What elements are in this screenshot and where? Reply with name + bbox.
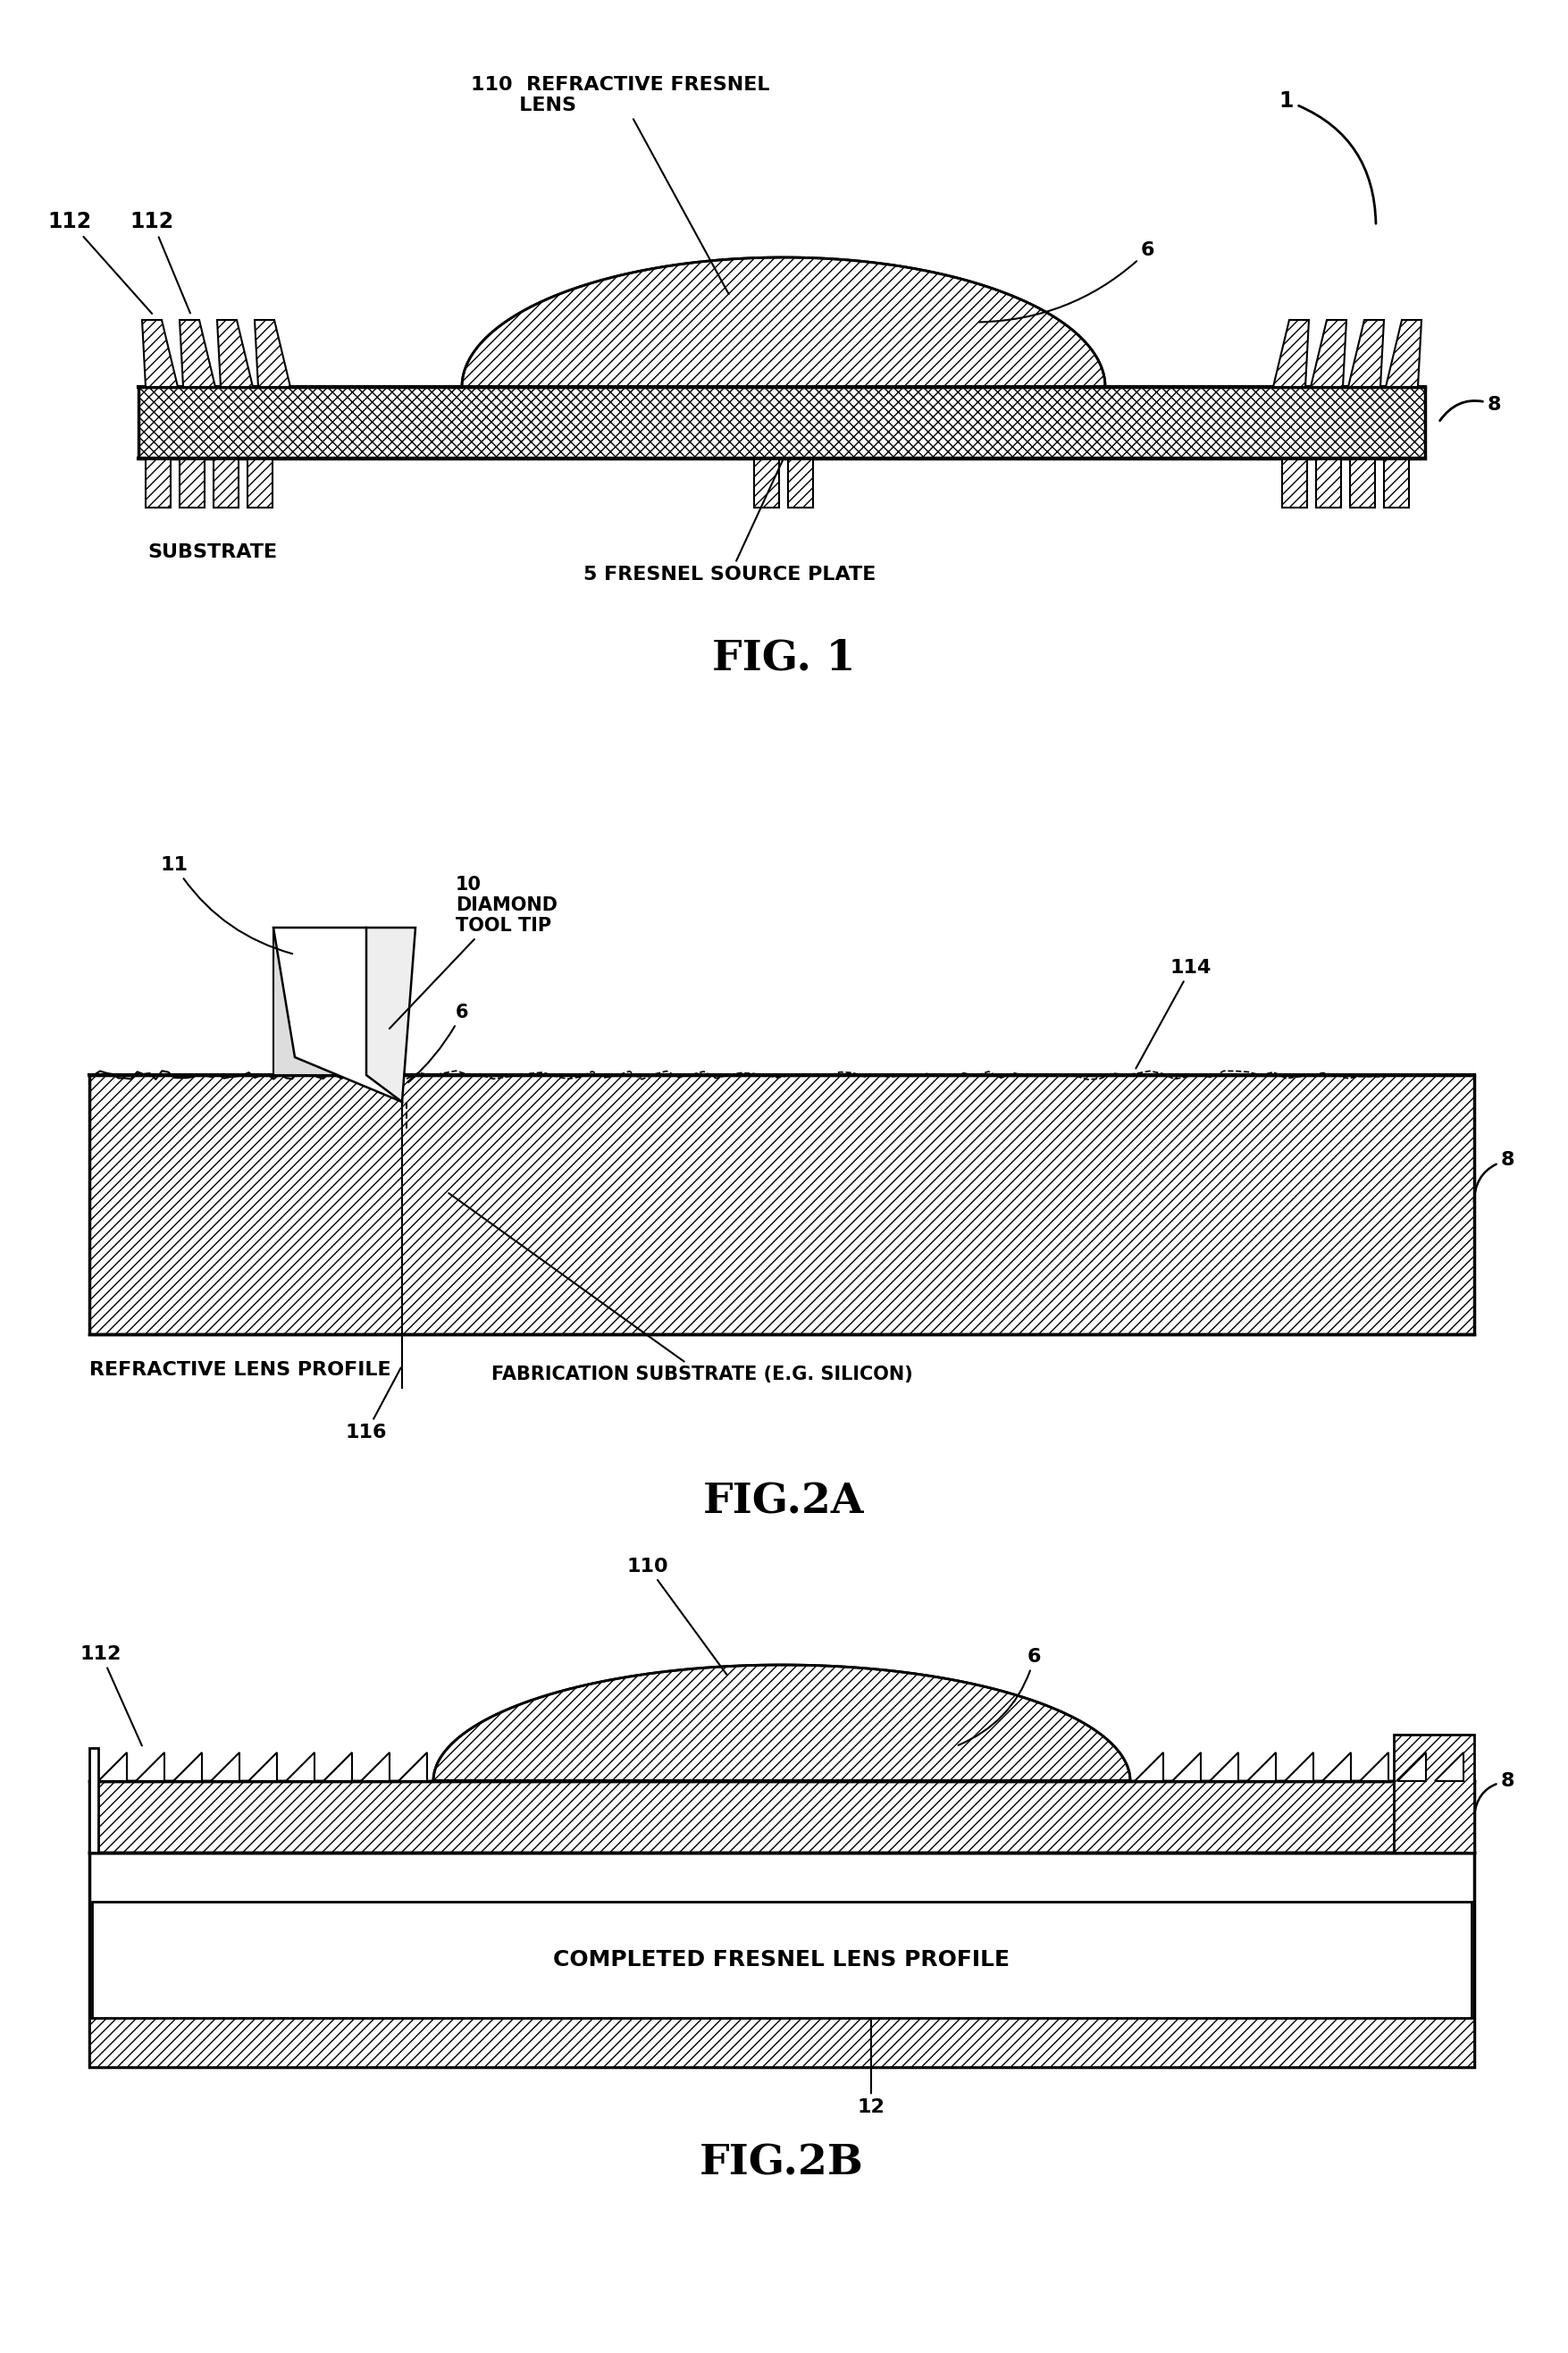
Polygon shape — [398, 1753, 426, 1781]
Text: 6: 6 — [408, 1005, 469, 1082]
Polygon shape — [1348, 320, 1385, 386]
Text: 12: 12 — [858, 2021, 884, 2115]
Text: 110: 110 — [627, 1558, 726, 1675]
Text: 8: 8 — [1474, 1151, 1515, 1202]
Polygon shape — [1311, 320, 1347, 386]
Bar — [1385, 459, 1410, 508]
Text: 6: 6 — [958, 1647, 1041, 1746]
Bar — [138, 386, 1425, 459]
Bar — [789, 459, 814, 508]
Text: 1: 1 — [1279, 89, 1375, 224]
Polygon shape — [180, 320, 215, 386]
Text: 11: 11 — [162, 856, 293, 953]
Polygon shape — [1247, 1753, 1276, 1781]
Polygon shape — [323, 1753, 353, 1781]
Text: 112: 112 — [130, 212, 190, 313]
Polygon shape — [248, 1753, 278, 1781]
Polygon shape — [1435, 1753, 1463, 1781]
Bar — [213, 459, 238, 508]
Polygon shape — [99, 1753, 127, 1781]
Polygon shape — [433, 1666, 1131, 1781]
Polygon shape — [1322, 1753, 1352, 1781]
Text: 6: 6 — [978, 242, 1154, 322]
Bar — [146, 459, 171, 508]
Bar — [1283, 459, 1308, 508]
Bar — [1350, 459, 1375, 508]
Polygon shape — [1210, 1753, 1239, 1781]
Bar — [89, 1852, 1474, 2066]
Text: FIG. 1: FIG. 1 — [712, 638, 855, 678]
Text: FABRICATION SUBSTRATE (E.G. SILICON): FABRICATION SUBSTRATE (E.G. SILICON) — [448, 1193, 913, 1384]
Bar — [180, 459, 204, 508]
Polygon shape — [210, 1753, 240, 1781]
Polygon shape — [1284, 1753, 1314, 1781]
Polygon shape — [1386, 320, 1422, 386]
Bar — [138, 376, 1425, 386]
Bar — [93, 1901, 1471, 2019]
Polygon shape — [136, 1753, 165, 1781]
Polygon shape — [1173, 1753, 1201, 1781]
Polygon shape — [367, 927, 416, 1101]
Text: 5 FRESNEL SOURCE PLATE: 5 FRESNEL SOURCE PLATE — [583, 461, 877, 584]
Polygon shape — [254, 320, 290, 386]
Text: 8: 8 — [1474, 1772, 1515, 1814]
Polygon shape — [1273, 320, 1309, 386]
Bar — [89, 2019, 1474, 2066]
Bar — [248, 459, 273, 508]
Text: 8: 8 — [1439, 395, 1502, 421]
Polygon shape — [1135, 1753, 1163, 1781]
Text: REFRACTIVE LENS PROFILE: REFRACTIVE LENS PROFILE — [89, 1360, 390, 1379]
Text: 116: 116 — [345, 1367, 401, 1442]
Text: FIG.2B: FIG.2B — [699, 2144, 864, 2184]
Polygon shape — [1359, 1753, 1388, 1781]
Bar — [754, 459, 779, 508]
Polygon shape — [216, 320, 252, 386]
Text: COMPLETED FRESNEL LENS PROFILE: COMPLETED FRESNEL LENS PROFILE — [554, 1948, 1010, 1969]
Bar — [1316, 459, 1341, 508]
Text: 10
DIAMOND
TOOL TIP: 10 DIAMOND TOOL TIP — [389, 875, 558, 1028]
Text: SUBSTRATE: SUBSTRATE — [147, 544, 278, 562]
Polygon shape — [1397, 1753, 1425, 1781]
Text: 112: 112 — [49, 212, 152, 313]
Polygon shape — [463, 256, 1105, 386]
Text: 110  REFRACTIVE FRESNEL
       LENS: 110 REFRACTIVE FRESNEL LENS — [470, 75, 770, 294]
Text: 112: 112 — [80, 1645, 143, 1746]
Polygon shape — [361, 1753, 389, 1781]
Bar — [89, 1781, 1474, 1852]
Text: 114: 114 — [1135, 960, 1212, 1068]
Bar — [89, 1748, 99, 1852]
Polygon shape — [174, 1753, 202, 1781]
Polygon shape — [273, 927, 401, 1101]
Polygon shape — [273, 927, 367, 1075]
Bar — [1394, 1734, 1474, 1852]
Bar — [89, 1075, 1474, 1334]
Text: FIG.2A: FIG.2A — [702, 1482, 864, 1522]
Polygon shape — [143, 320, 177, 386]
Polygon shape — [285, 1753, 315, 1781]
